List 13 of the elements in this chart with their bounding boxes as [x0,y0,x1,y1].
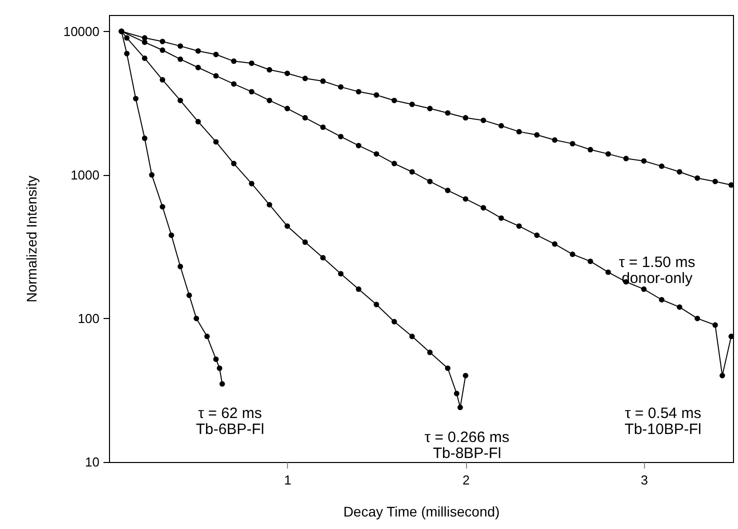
annotation: τ = 0.54 ms Tb-10BP-Fl [624,405,702,438]
x-tick-label: 3 [640,472,648,488]
annotation: τ = 0.266 ms Tb-8BP-Fl [424,429,510,462]
y-axis-title: Normalized Intensity [23,176,40,302]
y-tick-label: 10000 [63,24,100,39]
x-tick-label: 1 [284,472,292,488]
x-tick-label: 2 [462,472,470,488]
y-tick-label: 10 [85,454,100,470]
annotation: τ = 1.50 ms donor-only [618,254,696,287]
y-tick-label: 100 [78,310,100,326]
x-axis-title: Decay Time (millisecond) [343,504,500,520]
annotation: τ = 62 ms Tb-6BP-Fl [196,405,264,438]
y-tick-label: 1000 [70,167,100,182]
